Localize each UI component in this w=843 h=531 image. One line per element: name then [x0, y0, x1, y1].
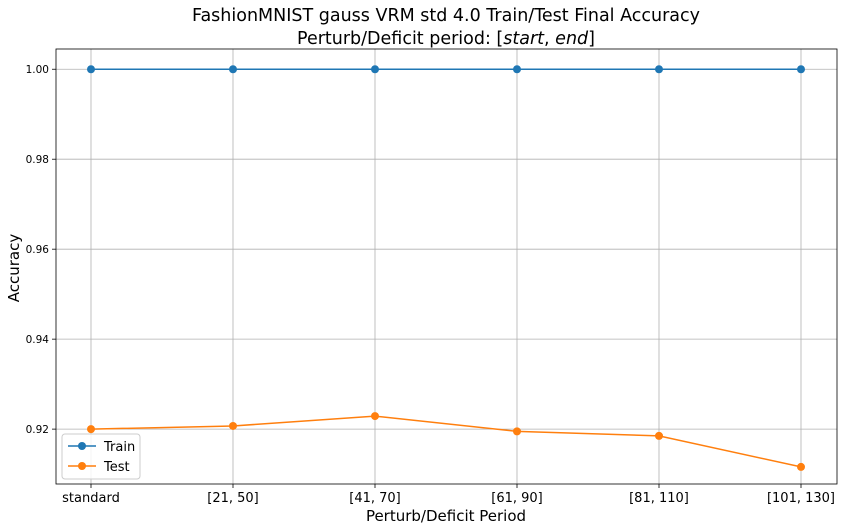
- test-data-point: [371, 412, 379, 421]
- legend-train-label: Train: [103, 440, 135, 455]
- plot-frame: [55, 48, 838, 485]
- legend-test-label: Test: [103, 460, 130, 475]
- train-data-point: [229, 65, 237, 74]
- chart-title-line2: Perturb/Deficit period: [start, end]: [297, 29, 595, 49]
- train-data-point: [513, 65, 521, 74]
- series-layer: [87, 65, 805, 471]
- x-tick-label: [21, 50]: [207, 491, 259, 506]
- test-data-point: [655, 431, 663, 440]
- y-axis-label: Accuracy: [5, 234, 23, 303]
- legend-train-marker: [78, 442, 86, 450]
- legend: Train Test: [61, 433, 141, 480]
- test-data-point: [87, 425, 95, 434]
- x-axis-label: Perturb/Deficit Period: [366, 507, 526, 525]
- y-tick-label: 1.00: [26, 64, 49, 76]
- y-tick-label: 0.94: [26, 334, 50, 346]
- test-series-line: [90, 415, 802, 468]
- x-tick-label: [101, 130]: [767, 491, 835, 506]
- test-data-point: [797, 462, 805, 471]
- train-data-point: [371, 65, 379, 74]
- test-data-point: [513, 427, 521, 436]
- x-tick-label: [41, 70]: [349, 491, 401, 506]
- ticks: standard [21, 50] [41, 70] [61, 90] [81, 110…: [26, 64, 835, 506]
- x-tick-label: [81, 110]: [629, 491, 689, 506]
- x-tick-label: standard: [62, 491, 120, 506]
- y-tick-label: 0.96: [26, 244, 50, 256]
- y-tick-label: 0.98: [26, 154, 49, 166]
- chart-title-line1: FashionMNIST gauss VRM std 4.0 Train/Tes…: [192, 6, 700, 26]
- x-tick-label: [61, 90]: [491, 491, 543, 506]
- train-data-point: [87, 65, 95, 74]
- test-data-point: [229, 421, 237, 430]
- grid: [56, 49, 837, 484]
- y-tick-label: 0.92: [26, 424, 49, 436]
- legend-test-marker: [78, 462, 86, 470]
- train-data-point: [655, 65, 663, 74]
- train-data-point: [797, 65, 805, 74]
